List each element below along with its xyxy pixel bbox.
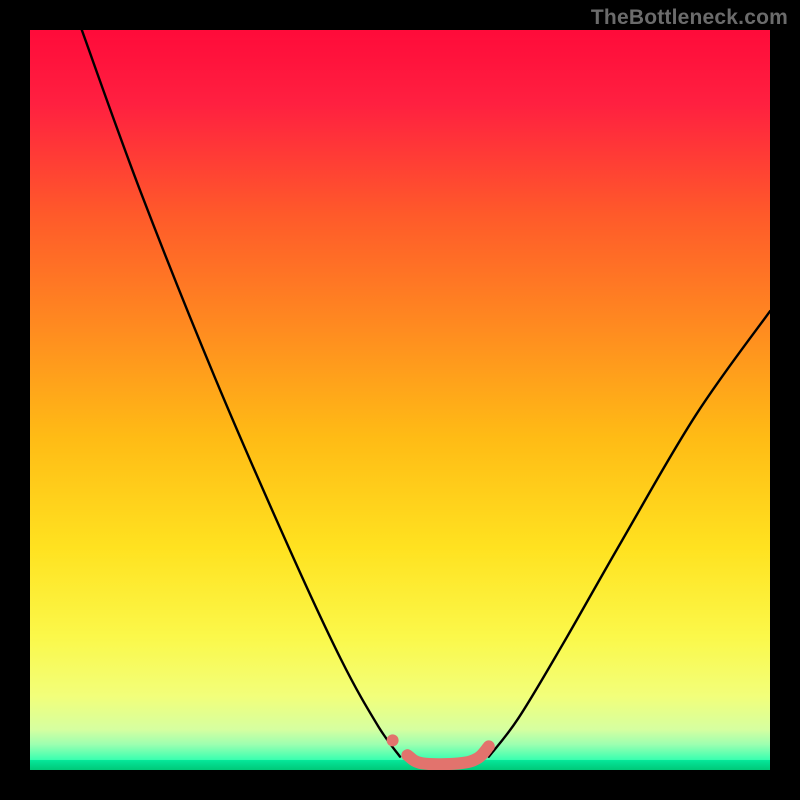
watermark-text: TheBottleneck.com	[591, 6, 788, 30]
chart-container: TheBottleneck.com	[0, 0, 800, 800]
curve-overlay-svg	[0, 0, 800, 800]
